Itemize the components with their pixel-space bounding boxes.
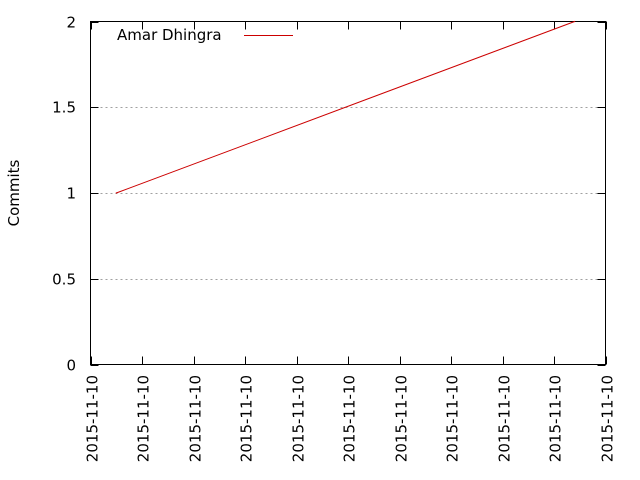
x-tick-label: 2015-11-10 [393, 375, 411, 462]
legend-label: Amar Dhingra [117, 26, 222, 44]
x-tick-label: 2015-11-10 [444, 375, 462, 462]
x-tick-label: 2015-11-10 [135, 375, 153, 462]
y-tick-label: 0.5 [52, 271, 76, 289]
series-line [116, 21, 575, 194]
data-point [574, 20, 576, 23]
y-tick-label: 2 [66, 14, 76, 32]
x-tick-label: 2015-11-10 [341, 375, 359, 462]
x-tick-label: 2015-11-10 [547, 375, 565, 462]
x-tick-label: 2015-11-10 [290, 375, 308, 462]
y-axis: 0 0.5 1 1.5 2 [52, 14, 606, 375]
x-tick-label: 2015-11-10 [238, 375, 256, 462]
series-layer [115, 20, 576, 194]
data-point [115, 192, 117, 194]
y-tick-label: 0 [66, 357, 76, 375]
y-axis-title: Commits [5, 159, 23, 226]
legend: Amar Dhingra [117, 26, 293, 44]
y-tick-label: 1 [66, 185, 76, 203]
x-tick-label: 2015-11-10 [187, 375, 205, 462]
x-tick-label: 2015-11-10 [84, 375, 102, 462]
x-tick-label: 2015-11-10 [599, 375, 617, 462]
plot-frame [90, 21, 606, 365]
x-axis: 2015-11-10 2015-11-10 2015-11-10 2015-11-10… [84, 21, 617, 462]
grid-lines [90, 107, 606, 280]
x-tick-label: 2015-11-10 [496, 375, 514, 462]
y-tick-label: 1.5 [52, 99, 76, 117]
